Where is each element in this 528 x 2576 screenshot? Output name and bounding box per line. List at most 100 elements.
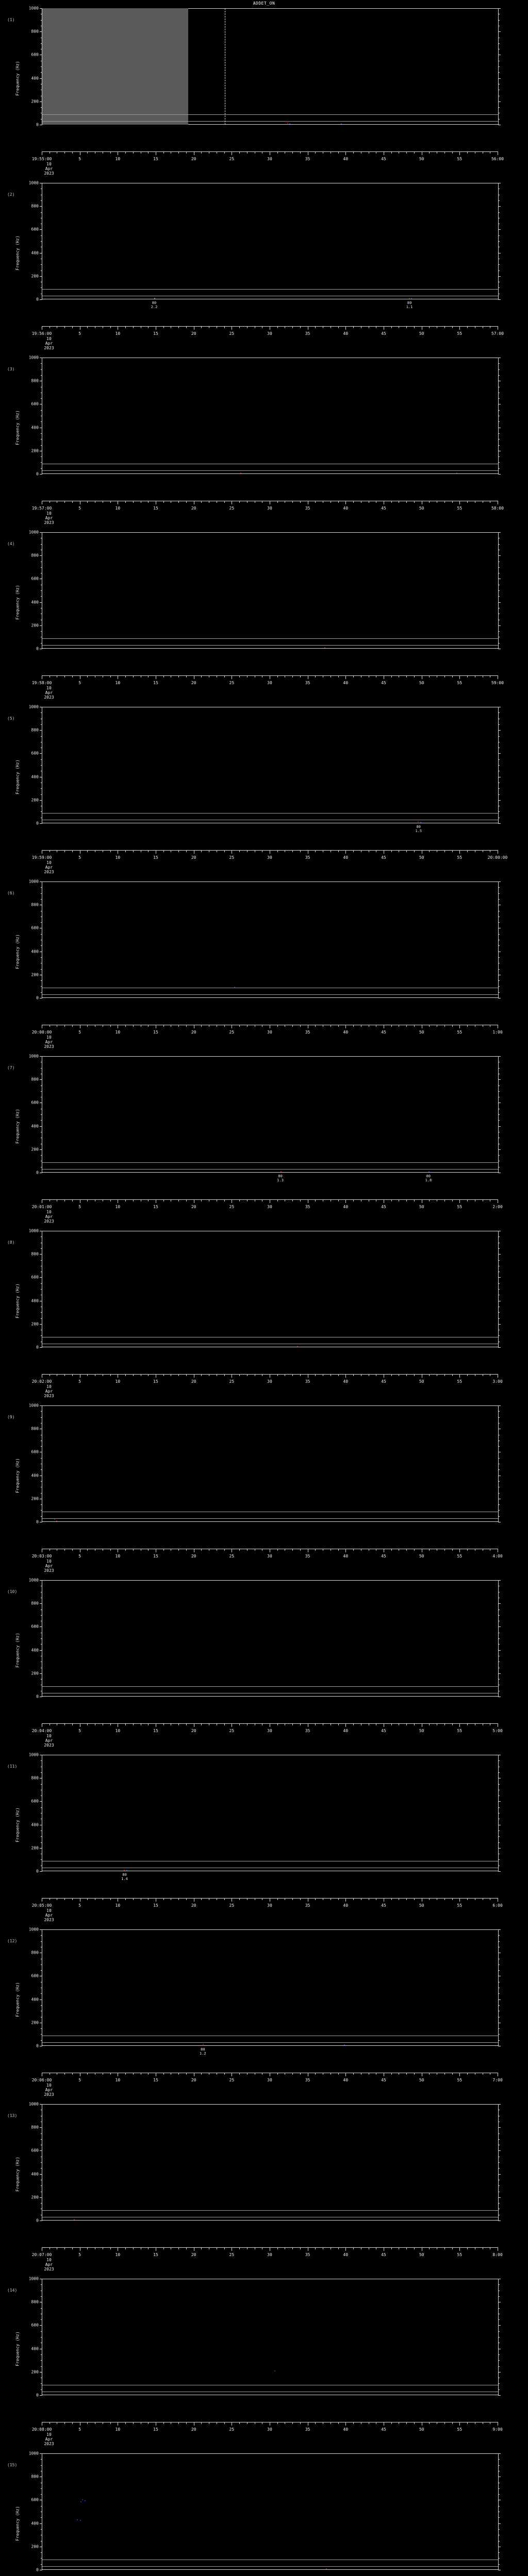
detection-marker[interactable] — [54, 1519, 55, 1520]
y-axis-tick-label: 400 — [31, 949, 39, 954]
detection-marker[interactable] — [124, 1869, 125, 1871]
detection-marker[interactable] — [126, 1870, 127, 1871]
detection-annotation: 80 2.2 — [151, 301, 158, 309]
y-axis-tick-label: 1000 — [28, 1054, 39, 1059]
x-axis-minor-tick — [72, 1025, 73, 1027]
x-axis-minor-tick — [239, 1199, 240, 1201]
detection-marker[interactable] — [79, 2519, 81, 2521]
plot-area[interactable] — [40, 2279, 501, 2396]
x-axis-minor-tick — [338, 2422, 339, 2424]
x-axis-start-label: 19:59:00 — [31, 855, 52, 860]
y-axis-minor-tick — [41, 567, 42, 568]
detection-marker[interactable] — [326, 2568, 327, 2569]
detection-marker[interactable] — [297, 1345, 299, 1347]
x-axis-end-label: 9:00 — [492, 2427, 503, 2432]
detection-marker[interactable] — [84, 2500, 86, 2502]
detection-marker[interactable] — [428, 1171, 430, 1172]
y-axis-minor-tick — [498, 1335, 500, 1336]
plot-area[interactable] — [40, 532, 501, 649]
x-axis-minor-tick — [133, 1723, 134, 1725]
plot-area[interactable] — [40, 8, 501, 125]
x-axis-tick-label: 50 — [419, 1554, 424, 1558]
plot-area[interactable] — [40, 1580, 501, 1697]
detection-marker[interactable] — [324, 647, 326, 648]
y-axis-minor-tick — [498, 724, 500, 725]
detection-marker[interactable] — [280, 1171, 282, 1172]
detection-marker[interactable] — [408, 297, 410, 299]
y-axis-tick-label: 600 — [31, 227, 39, 232]
detection-marker[interactable] — [234, 986, 235, 988]
x-axis-tick-label: 25 — [229, 1030, 235, 1035]
y-axis-minor-tick — [41, 421, 42, 422]
plot-area[interactable] — [40, 1231, 501, 1348]
x-axis-tick-label: 30 — [267, 681, 272, 685]
detection-marker[interactable] — [82, 2499, 84, 2501]
date-month: Apr — [45, 2088, 53, 2092]
x-axis-minor-tick — [467, 675, 468, 677]
x-axis-tick-label: 45 — [381, 2252, 386, 2257]
frequency-reference-line — [42, 2566, 498, 2567]
detection-marker[interactable] — [80, 2501, 82, 2502]
x-axis-minor-tick — [239, 501, 240, 503]
panel-number-label: (5) — [7, 716, 15, 721]
detection-marker[interactable] — [285, 121, 287, 122]
y-axis-minor-tick — [41, 2331, 42, 2332]
y-axis-tick-label: 600 — [31, 1799, 39, 1804]
x-axis-minor-tick — [292, 1723, 293, 1725]
plot-area[interactable] — [40, 2104, 501, 2221]
detection-marker[interactable] — [274, 2370, 275, 2371]
plot-area[interactable] — [40, 1929, 501, 2046]
detection-marker[interactable] — [289, 123, 291, 125]
detection-marker[interactable] — [341, 123, 342, 124]
x-axis-major-tick — [345, 2422, 346, 2426]
detection-marker[interactable] — [76, 2519, 78, 2520]
plot-area[interactable] — [40, 2453, 501, 2570]
plot-area[interactable] — [40, 1056, 501, 1173]
x-axis-minor-tick — [246, 2422, 248, 2424]
x-axis-minor-tick — [353, 1898, 354, 1900]
date-day: 10 — [46, 2432, 52, 2437]
x-axis-tick-label: 25 — [229, 157, 235, 161]
plot-area[interactable] — [40, 882, 501, 998]
x-axis-minor-tick — [125, 1898, 126, 1900]
x-axis-tick-label: 50 — [419, 1205, 424, 1209]
x-axis-minor-tick — [72, 1199, 73, 1201]
x-axis-minor-tick — [444, 501, 445, 503]
detection-marker[interactable] — [287, 123, 288, 124]
plot-area[interactable] — [40, 1755, 501, 1872]
y-axis-minor-tick — [41, 445, 42, 446]
detection-marker[interactable] — [456, 472, 458, 473]
plot-area[interactable] — [40, 707, 501, 824]
detection-marker[interactable] — [203, 2044, 204, 2045]
detection-marker[interactable] — [418, 821, 419, 822]
y-axis-minor-tick — [498, 398, 500, 399]
spectrogram-panel: 0 200 400 600 800 1000 Frequency (Hz) (14) 20:08… — [0, 2277, 528, 2453]
x-axis-minor-tick — [277, 1723, 278, 1725]
x-axis-major-tick — [345, 2247, 346, 2251]
detection-marker[interactable] — [420, 821, 421, 823]
y-axis-minor-tick — [41, 980, 42, 981]
x-axis-tick-label: 35 — [305, 1554, 310, 1558]
detection-marker[interactable] — [154, 297, 156, 299]
x-axis-minor-tick — [338, 850, 339, 852]
x-axis-minor-tick — [444, 326, 445, 328]
y-axis-minor-tick — [498, 212, 500, 213]
detection-marker[interactable] — [56, 1520, 57, 1521]
axes-frame-bottom — [42, 997, 498, 998]
x-axis-minor-tick — [444, 675, 445, 677]
detection-marker[interactable] — [344, 2044, 345, 2045]
x-axis-tick-label: 45 — [381, 681, 386, 685]
detection-marker[interactable] — [73, 2218, 75, 2220]
x-axis-date-stack: 10 Apr 2023 — [44, 162, 54, 176]
y-axis-minor-tick — [498, 43, 500, 44]
date-month: Apr — [45, 1738, 53, 1743]
plot-area[interactable] — [40, 358, 501, 474]
plot-area[interactable] — [40, 1405, 501, 1522]
x-axis-minor-tick — [444, 1374, 445, 1376]
plot-area[interactable] — [40, 183, 501, 300]
detection-marker[interactable] — [240, 472, 241, 473]
x-axis-major-tick — [459, 1549, 460, 1552]
detection-marker[interactable] — [411, 298, 412, 299]
x-axis-minor-tick — [125, 501, 126, 503]
